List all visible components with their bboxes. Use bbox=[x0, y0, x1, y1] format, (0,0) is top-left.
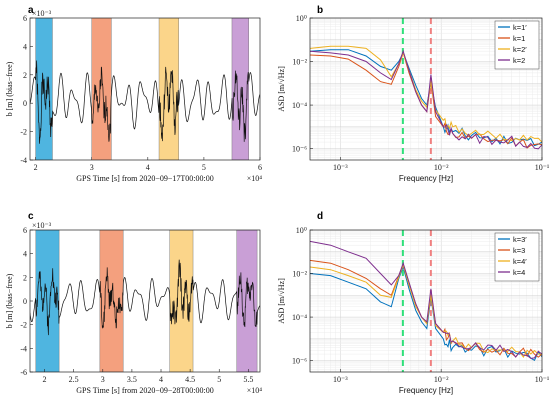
x-axis-label: GPS Time [s] from 2020−09−28T00:00:00 bbox=[76, 386, 213, 395]
x-tick-label: 4 bbox=[159, 375, 163, 384]
plot-content bbox=[30, 18, 260, 160]
series-line bbox=[310, 265, 542, 362]
panel-letter: d bbox=[317, 211, 323, 222]
panel-c: c 2 2.5 3 3.5 4 4.5 5 5.5 -6 -4 -2 0 2 4 6 GPS Time [s] … bbox=[5, 211, 262, 395]
y-tick-label: 0 bbox=[23, 99, 27, 108]
x-axis-label: Frequency [Hz] bbox=[399, 386, 453, 395]
legend-label: k=1 bbox=[513, 34, 525, 43]
x-tick-label: 3 bbox=[90, 163, 94, 172]
y-tick-label: 10⁻⁶ bbox=[292, 145, 307, 154]
legend-label: k=2′ bbox=[513, 45, 527, 54]
y-tick-label: -4 bbox=[20, 344, 27, 353]
y-tick-label: -6 bbox=[20, 368, 27, 377]
series-line bbox=[30, 60, 260, 144]
y-tick-label: 0 bbox=[23, 297, 27, 306]
x-tick-label: 5 bbox=[202, 163, 206, 172]
x-exponent-label: ×10⁴ bbox=[247, 174, 263, 183]
legend-box bbox=[494, 20, 540, 70]
panel-letter: b bbox=[317, 5, 323, 16]
x-tick-label: 5 bbox=[217, 375, 221, 384]
x-tick-label: 4 bbox=[146, 163, 150, 172]
x-tick-label: 10⁻³ bbox=[333, 163, 348, 172]
legend-label: k=3 bbox=[513, 246, 525, 255]
y-axis-label: b [m] (bias−free) bbox=[5, 273, 14, 328]
plot-content bbox=[310, 230, 542, 372]
x-tick-label: 3 bbox=[101, 375, 105, 384]
legend-box bbox=[494, 232, 540, 282]
x-tick-label: 6 bbox=[258, 163, 262, 172]
x-tick-label: 2.5 bbox=[69, 375, 79, 384]
series-line bbox=[30, 259, 260, 336]
y-tick-label: 4 bbox=[23, 250, 27, 259]
y-tick-label: 2 bbox=[23, 71, 27, 80]
shaded-band bbox=[231, 18, 249, 160]
shaded-band bbox=[91, 18, 112, 160]
legend-label: k=1′ bbox=[513, 23, 527, 32]
panel-letter: a bbox=[28, 5, 34, 16]
y-tick-label: 10⁻⁴ bbox=[292, 101, 307, 110]
y-tick-label: 4 bbox=[23, 42, 27, 51]
x-tick-label: 10⁻² bbox=[434, 375, 449, 384]
x-tick-label: 4.5 bbox=[185, 375, 195, 384]
series-line bbox=[310, 49, 542, 150]
y-tick-label: 2 bbox=[23, 273, 27, 282]
x-tick-label: 10⁻¹ bbox=[535, 163, 550, 172]
x-tick-label: 5.5 bbox=[243, 375, 253, 384]
x-axis-label: Frequency [Hz] bbox=[399, 174, 453, 183]
x-tick-label: 10⁻² bbox=[434, 163, 449, 172]
x-tick-label: 2 bbox=[43, 375, 47, 384]
legend-label: k=4 bbox=[513, 268, 525, 277]
plot-content bbox=[30, 230, 260, 372]
y-tick-label: -2 bbox=[20, 321, 27, 330]
y-exponent-label: ×10⁻³ bbox=[32, 9, 52, 18]
y-axis-label: b [m] (bias−free) bbox=[5, 61, 14, 116]
y-tick-label: 10⁻⁶ bbox=[292, 357, 307, 366]
axes-frame bbox=[29, 17, 261, 161]
legend-label: k=4′ bbox=[513, 257, 527, 266]
axes-frame bbox=[309, 17, 543, 161]
y-tick-label: 10⁰ bbox=[296, 14, 307, 23]
x-tick-label: 3.5 bbox=[127, 375, 137, 384]
panel-b: b 10⁻³ 10⁻² 10⁻¹ 10⁻⁶ 10⁻⁴ 10⁻² 10⁰ Frequency [H… bbox=[277, 5, 550, 183]
y-axis-label: ASD [m/√Hz] bbox=[277, 66, 286, 112]
axes-frame bbox=[309, 229, 543, 373]
legend-label: k=2 bbox=[513, 56, 525, 65]
x-tick-label: 10⁻¹ bbox=[535, 375, 550, 384]
y-tick-label: 10⁰ bbox=[296, 226, 307, 235]
panel-d: d 10⁻³ 10⁻² 10⁻¹ 10⁻⁶ 10⁻⁴ 10⁻² 10⁰ Frequency [H… bbox=[277, 211, 550, 395]
plot-area bbox=[30, 230, 260, 372]
x-axis-label: GPS Time [s] from 2020−09−17T00:00:00 bbox=[76, 174, 213, 183]
x-tick-label: 2 bbox=[34, 163, 38, 172]
y-tick-label: -2 bbox=[20, 128, 27, 137]
y-tick-label: 6 bbox=[23, 14, 27, 23]
y-axis-label: ASD [m/√Hz] bbox=[277, 278, 286, 324]
plot-area bbox=[30, 18, 260, 160]
y-tick-label: 10⁻² bbox=[292, 270, 307, 279]
y-tick-label: 10⁻² bbox=[292, 58, 307, 67]
x-exponent-label: ×10⁴ bbox=[247, 386, 263, 395]
shaded-band bbox=[158, 18, 179, 160]
legend-label: k=3′ bbox=[513, 235, 527, 244]
series-line bbox=[310, 263, 542, 359]
x-tick-label: 10⁻³ bbox=[333, 375, 348, 384]
y-exponent-label: ×10⁻³ bbox=[32, 221, 52, 230]
panel-letter: c bbox=[28, 211, 34, 222]
y-tick-label: -4 bbox=[20, 156, 27, 165]
series-line bbox=[310, 240, 542, 359]
panel-a: a 2 3 4 5 6 -4 -2 0 2 4 6 GPS Time [s] from 2020−09−… bbox=[5, 5, 262, 183]
y-tick-label: 10⁻⁴ bbox=[292, 313, 307, 322]
y-tick-label: 6 bbox=[23, 226, 27, 235]
